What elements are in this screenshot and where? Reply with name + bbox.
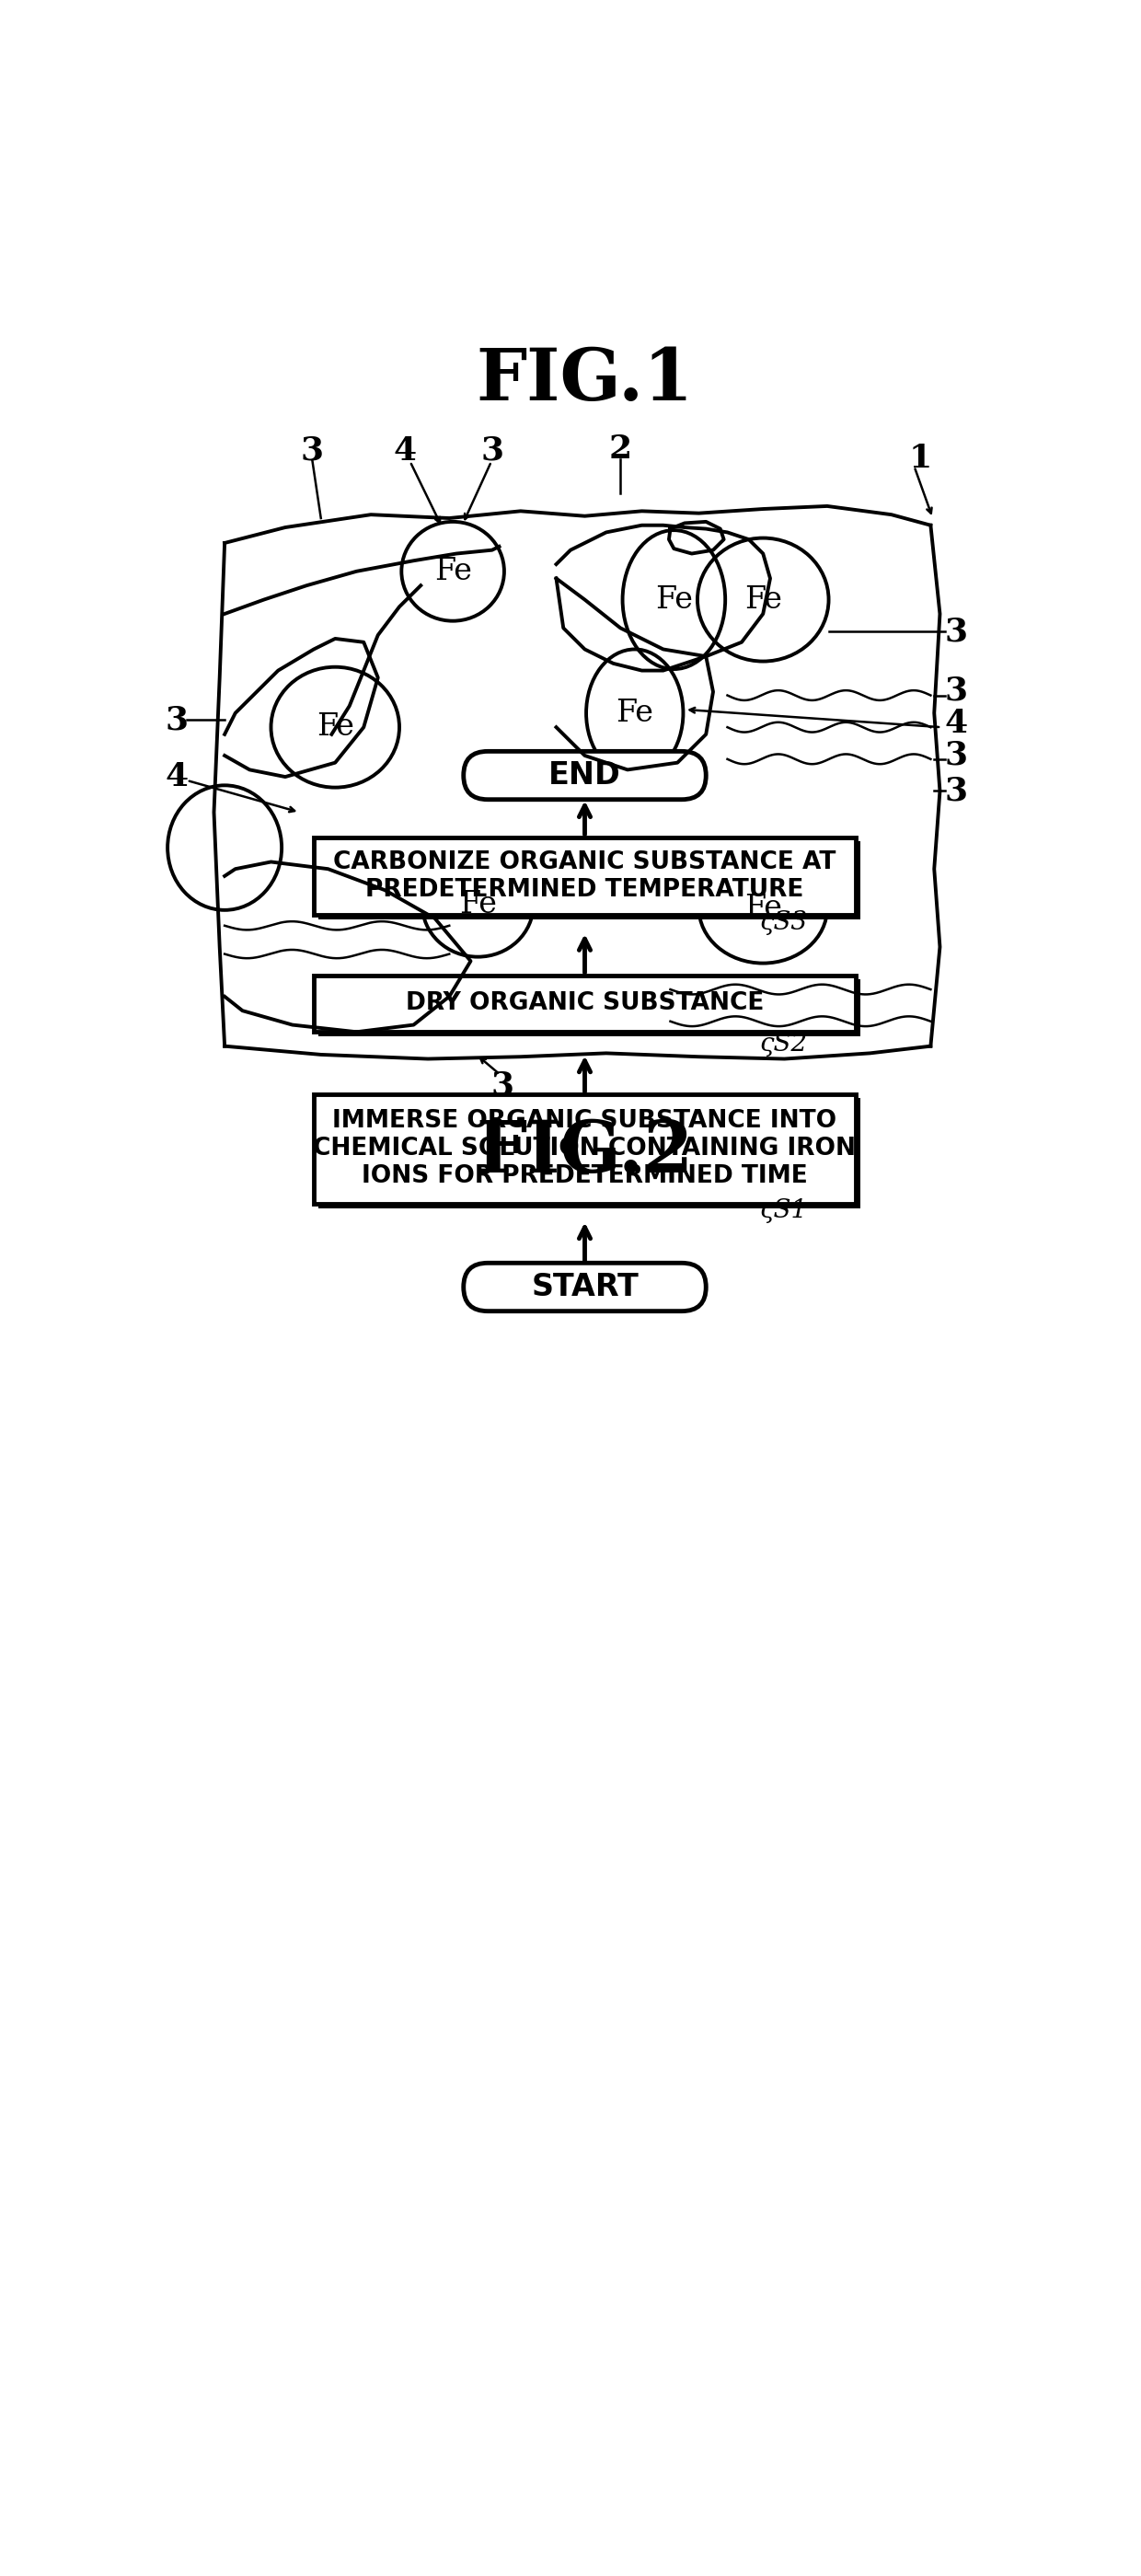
Text: DRY ORGANIC SUBSTANCE: DRY ORGANIC SUBSTANCE [405, 992, 764, 1015]
Text: 3: 3 [491, 1069, 515, 1100]
Bar [314, 837, 856, 914]
Text: Fe: Fe [459, 889, 496, 920]
Text: CARBONIZE ORGANIC SUBSTANCE AT
PREDETERMINED TEMPERATURE: CARBONIZE ORGANIC SUBSTANCE AT PREDETERM… [333, 850, 836, 902]
Text: Fe: Fe [316, 714, 354, 742]
Bar [318, 1097, 860, 1208]
Text: 3: 3 [945, 675, 968, 706]
Text: FIG.2: FIG.2 [476, 1118, 694, 1188]
Bar [318, 842, 860, 920]
Text: IMMERSE ORGANIC SUBSTANCE INTO
CHEMICAL SOLUTION CONTAINING IRON
IONS FOR PREDET: IMMERSE ORGANIC SUBSTANCE INTO CHEMICAL … [314, 1110, 856, 1188]
Text: Fe: Fe [744, 894, 782, 922]
Text: 4: 4 [165, 760, 188, 793]
Text: 3: 3 [945, 739, 968, 770]
FancyBboxPatch shape [463, 1262, 706, 1311]
Bar [314, 1095, 856, 1203]
Text: 4: 4 [945, 708, 968, 739]
Text: 4: 4 [394, 435, 416, 466]
Text: 3: 3 [480, 435, 503, 466]
Text: ςS2: ςS2 [760, 1033, 808, 1056]
Text: 3: 3 [945, 616, 968, 647]
Bar [314, 976, 856, 1033]
Text: 3: 3 [945, 775, 968, 806]
Text: 2: 2 [609, 433, 632, 466]
Text: 3: 3 [301, 435, 324, 466]
Text: Fe: Fe [616, 698, 654, 729]
Text: ςS3: ςS3 [760, 909, 808, 935]
Text: 3: 3 [165, 703, 188, 737]
Text: Fe: Fe [744, 585, 782, 616]
Bar [318, 979, 860, 1036]
FancyBboxPatch shape [463, 752, 706, 799]
Text: END: END [549, 760, 621, 791]
Text: 1: 1 [908, 443, 931, 474]
Text: START: START [531, 1273, 639, 1303]
Text: Fe: Fe [434, 556, 471, 587]
Text: FIG.1: FIG.1 [476, 345, 694, 415]
Text: ςS1: ςS1 [760, 1198, 808, 1224]
Text: Fe: Fe [655, 585, 693, 616]
